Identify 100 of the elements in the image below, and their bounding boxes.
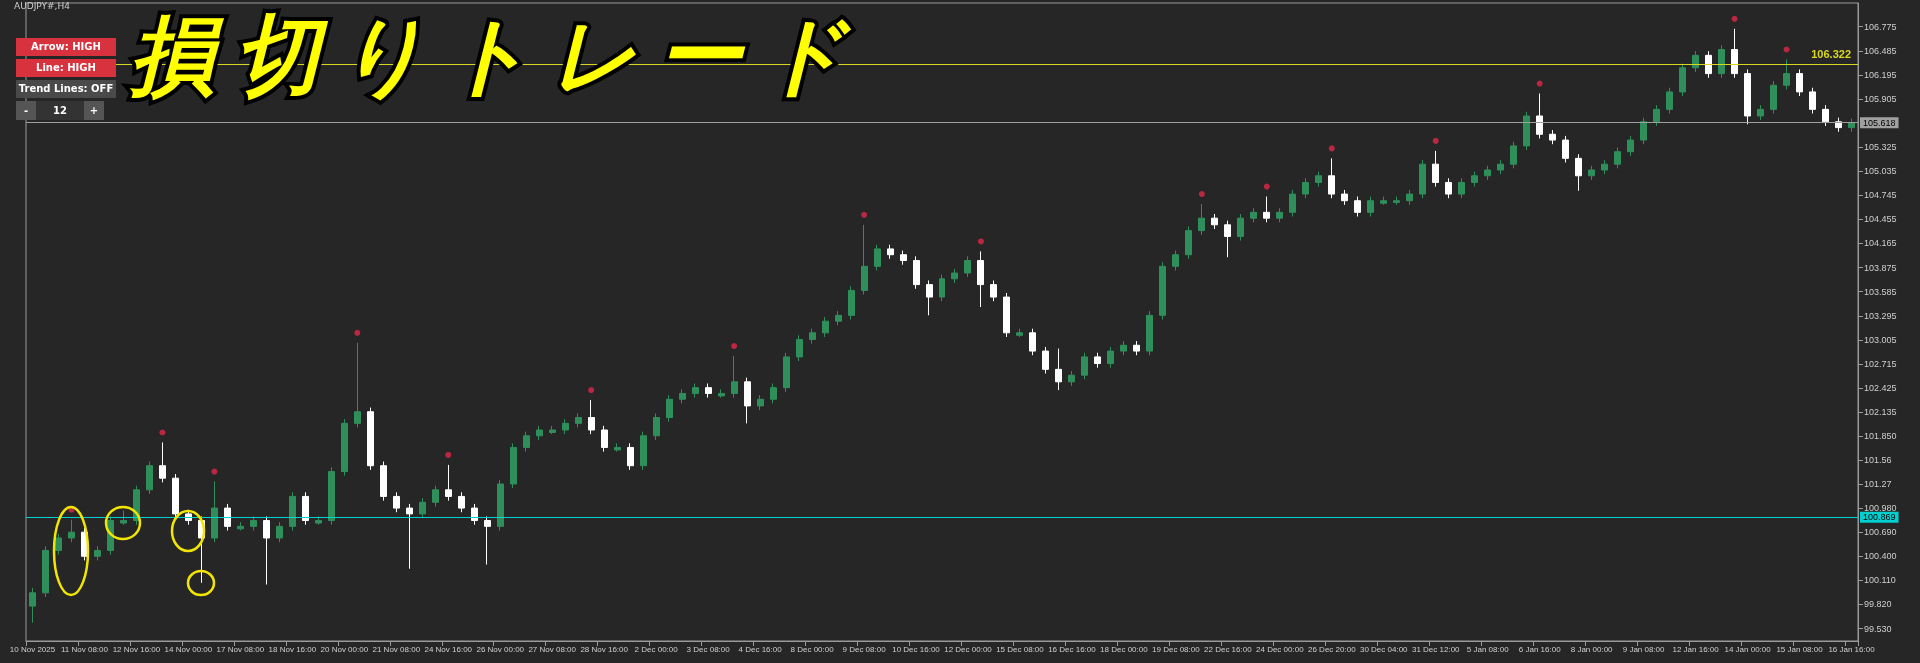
candlestick	[848, 285, 855, 321]
ref-line-label: 106.322	[1811, 47, 1851, 60]
x-tick-label: 4 Dec 16:00	[738, 644, 783, 654]
candlestick	[900, 250, 907, 266]
candlestick	[1341, 189, 1348, 206]
candlestick	[302, 491, 309, 526]
point	[1783, 46, 1790, 53]
candlestick	[1653, 104, 1660, 127]
candlestick	[1159, 261, 1166, 321]
candlestick	[523, 431, 530, 453]
candlestick	[601, 425, 608, 453]
y-tick-label: 102.135	[1864, 407, 1897, 418]
x-tick-label: 3 Dec 08:00	[686, 644, 731, 654]
candlestick	[1796, 68, 1803, 97]
button: Trend Lines: OFF	[16, 80, 116, 98]
candlestick	[588, 399, 595, 435]
candlestick	[887, 244, 894, 260]
candlestick	[1419, 159, 1426, 199]
y-tick-label: 104.455	[1864, 214, 1897, 225]
candlestick	[120, 510, 127, 526]
x-tick-label: 8 Dec 00:00	[790, 644, 835, 654]
x-tick-label: 14 Jan 00:00	[1724, 644, 1772, 654]
candlestick	[614, 442, 621, 453]
candlestick	[289, 491, 296, 532]
candlestick	[1679, 63, 1686, 97]
candlestick	[1848, 117, 1855, 133]
candlestick	[1107, 346, 1114, 369]
candlestick	[354, 342, 361, 428]
candlestick	[718, 388, 725, 399]
x-tick-label: 9 Dec 08:00	[842, 644, 887, 654]
candlestick	[1302, 177, 1309, 199]
candlestick	[562, 418, 569, 435]
candlestick	[1562, 135, 1569, 163]
point	[159, 429, 166, 436]
x-tick-label: 24 Dec 00:00	[1256, 644, 1305, 654]
ref-line-label: 100.869	[1863, 512, 1896, 523]
candlestick	[1094, 352, 1101, 369]
candlestick	[42, 545, 49, 598]
point	[1731, 15, 1738, 22]
candlestick	[1484, 165, 1491, 181]
ref-line-label: 105.618	[1863, 117, 1896, 128]
candlestick	[1172, 250, 1179, 271]
candlestick	[458, 491, 465, 513]
candlestick	[1276, 207, 1283, 223]
candlestick	[1588, 165, 1595, 181]
candlestick	[1367, 196, 1374, 217]
x-tick-label: 26 Nov 00:00	[476, 644, 525, 654]
x-tick-label: 2 Dec 00:00	[634, 644, 679, 654]
candlestick	[250, 515, 257, 532]
candlestick	[1354, 196, 1361, 217]
candlestick	[432, 485, 439, 507]
candlestick	[471, 503, 478, 526]
candlestick	[1263, 196, 1270, 223]
candlestick	[1549, 129, 1556, 145]
y-tick-label: 106.775	[1864, 21, 1897, 32]
x-tick-label: 18 Dec 00:00	[1100, 644, 1149, 654]
candlestick	[1185, 225, 1192, 260]
candlestick	[1250, 207, 1257, 223]
candlestick	[29, 587, 36, 624]
x-tick-label: 18 Nov 16:00	[268, 644, 317, 654]
candlestick	[1770, 80, 1777, 114]
candlestick	[783, 352, 790, 393]
candlestick	[1523, 111, 1530, 151]
x-tick-label: 22 Dec 16:00	[1204, 644, 1253, 654]
candlestick	[1497, 159, 1504, 175]
candlestick	[990, 279, 997, 302]
button: 12	[36, 101, 84, 120]
y-tick-label: 101.850	[1864, 430, 1897, 441]
candlestick	[1055, 348, 1062, 391]
candlestick	[1042, 346, 1049, 375]
y-tick-label: 105.325	[1864, 142, 1897, 153]
candlestick	[1575, 153, 1582, 192]
candlestick	[731, 355, 738, 399]
y-tick-label: 102.715	[1864, 358, 1897, 369]
candlestick	[926, 279, 933, 316]
candlestick	[536, 425, 543, 441]
candlestick	[1237, 213, 1244, 242]
x-tick-label: 10 Nov 2025	[9, 644, 56, 654]
y-tick-label: 103.295	[1864, 310, 1897, 321]
x-tick-label: 12 Nov 16:00	[112, 644, 161, 654]
point	[1263, 183, 1270, 190]
candlestick	[679, 388, 686, 404]
point	[1198, 191, 1205, 198]
candlestick	[1406, 189, 1413, 206]
candlestick	[796, 334, 803, 362]
candlestick	[94, 545, 101, 561]
candlestick	[744, 377, 751, 424]
y-tick-label: 100.980	[1864, 503, 1897, 514]
candlestick	[977, 250, 984, 308]
x-tick-label: 5 Jan 08:00	[1466, 644, 1510, 654]
candlestick	[809, 328, 816, 345]
point	[354, 329, 361, 336]
x-tick-label: 20 Nov 00:00	[320, 644, 369, 654]
candlestick	[1081, 352, 1088, 380]
candlestick	[951, 268, 958, 284]
candlestick	[913, 255, 920, 290]
candlestick	[1471, 171, 1478, 188]
point	[1328, 145, 1335, 152]
y-tick-label: 105.905	[1864, 93, 1897, 104]
candlestick	[1068, 370, 1075, 387]
